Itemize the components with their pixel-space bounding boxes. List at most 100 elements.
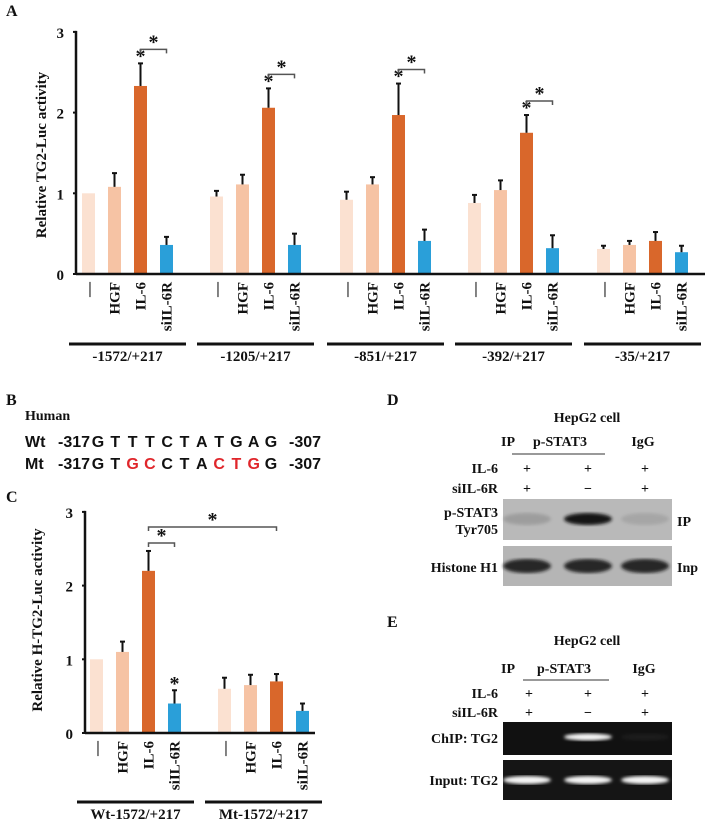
sequence-row-label: Wt — [25, 434, 46, 451]
sign: + — [525, 687, 533, 702]
sign: − — [584, 706, 592, 721]
y-axis-label: Relative H-TG2-Luc activity — [30, 528, 46, 712]
sequence-base: T — [180, 434, 190, 451]
x-tick-label: HGF — [366, 282, 382, 315]
bar — [623, 244, 636, 274]
band-label: p-STAT3 — [444, 506, 498, 521]
sign: − — [584, 482, 592, 497]
x-tick-label: siIL-6R — [418, 282, 434, 331]
x-tick-label: IL-6 — [262, 282, 278, 311]
band-histone — [503, 559, 551, 573]
band-chip-tg2 — [564, 733, 612, 741]
band-input-tg2 — [621, 776, 669, 784]
band-input-tg2 — [564, 776, 612, 784]
band-pstat3 — [503, 513, 551, 525]
ip-antibody-label: p-STAT3 — [533, 435, 587, 450]
band-histone — [621, 559, 669, 573]
gel-label: ChIP: TG2 — [431, 732, 498, 747]
sequence-base: G — [265, 434, 277, 451]
group-label: -35/+217 — [615, 349, 671, 365]
sequence-base: C — [144, 456, 156, 473]
sign: + — [641, 482, 649, 497]
sign: + — [523, 462, 531, 477]
sign: + — [641, 462, 649, 477]
significance-star: * — [522, 97, 532, 119]
row-label: IL-6 — [472, 462, 498, 477]
significance-star: * — [149, 31, 159, 53]
x-tick-label: — — [597, 281, 613, 298]
y-axis-label: Relative TG2-Luc activity — [34, 71, 50, 238]
panel-label-d: D — [387, 392, 399, 409]
significance-star: * — [136, 45, 146, 67]
y-tick-label: 2 — [66, 580, 74, 596]
sign: + — [584, 687, 592, 702]
x-tick-label: HGF — [244, 741, 260, 774]
ip-antibody-label: p-STAT3 — [537, 662, 591, 677]
band-pstat3 — [564, 513, 612, 525]
x-tick-label: — — [82, 281, 98, 298]
sequence-base: T — [110, 456, 120, 473]
cell-line-title: HepG2 cell — [554, 411, 621, 426]
group-label: Mt-1572/+217 — [219, 807, 309, 823]
sequence-base: T — [180, 456, 190, 473]
x-tick-label: siIL-6R — [675, 282, 691, 331]
x-tick-label: IL-6 — [134, 282, 150, 311]
bar — [210, 196, 223, 274]
significance-bracket — [139, 48, 168, 54]
sequence-start: -317 — [58, 456, 90, 473]
sign: + — [584, 462, 592, 477]
chart-a: Relative TG2-Luc activity 0 1 2 3 — HGF IL-6 si… — [34, 26, 705, 365]
sequence-base: A — [196, 456, 208, 473]
y-tick-label: 0 — [66, 727, 74, 743]
panel-label-e: E — [387, 614, 398, 631]
group-label: Wt-1572/+217 — [90, 807, 181, 823]
sequence-base: C — [161, 434, 173, 451]
x-tick-label: IL-6 — [392, 282, 408, 311]
x-tick-label: siIL-6R — [160, 282, 176, 331]
bar — [494, 190, 507, 274]
x-tick-label: HGF — [108, 282, 124, 315]
chart-c: Relative H-TG2-Luc activity 0 1 2 3 — HGF IL-6… — [30, 506, 322, 823]
sign: + — [641, 687, 649, 702]
bar — [134, 85, 147, 275]
group-label: -1572/+217 — [92, 349, 163, 365]
x-tick-label: IL-6 — [649, 282, 665, 311]
sequence-base: T — [214, 434, 224, 451]
significance-bracket — [147, 526, 278, 531]
x-tick-label: IL-6 — [142, 741, 158, 770]
bar — [418, 240, 431, 274]
x-tick-label: HGF — [494, 282, 510, 315]
x-tick-label: — — [218, 740, 234, 757]
sign: + — [525, 706, 533, 721]
significance-star: * — [407, 52, 417, 74]
x-tick-label: siIL-6R — [168, 741, 184, 790]
species-label: Human — [25, 409, 70, 424]
sequence-end: -307 — [289, 456, 321, 473]
cell-line-title: HepG2 cell — [554, 634, 621, 649]
bar — [168, 703, 181, 733]
significance-star: * — [535, 83, 545, 105]
x-tick-label: — — [340, 281, 356, 298]
igg-label: IgG — [631, 435, 654, 450]
significance-bracket — [147, 542, 176, 547]
sequence-end: -307 — [289, 434, 321, 451]
sequence-base: G — [92, 456, 104, 473]
sequence-base: T — [110, 434, 120, 451]
bar — [468, 202, 481, 274]
x-tick-label: IL-6 — [270, 741, 286, 770]
x-tick-label: siIL-6R — [296, 741, 312, 790]
group-label: -392/+217 — [482, 349, 545, 365]
significance-bracket — [525, 100, 554, 106]
sequence-base: G — [126, 456, 138, 473]
band-histone — [564, 559, 612, 573]
band-pstat3 — [621, 513, 669, 525]
x-tick-label: HGF — [623, 282, 639, 315]
sequence-base: G — [247, 456, 259, 473]
significance-star: * — [394, 66, 404, 88]
bar — [296, 710, 309, 733]
row-label: IL-6 — [472, 687, 498, 702]
y-tick-label: 1 — [57, 187, 65, 203]
x-tick-label: siIL-6R — [546, 282, 562, 331]
bar — [366, 184, 379, 274]
sequence-base: T — [128, 434, 138, 451]
